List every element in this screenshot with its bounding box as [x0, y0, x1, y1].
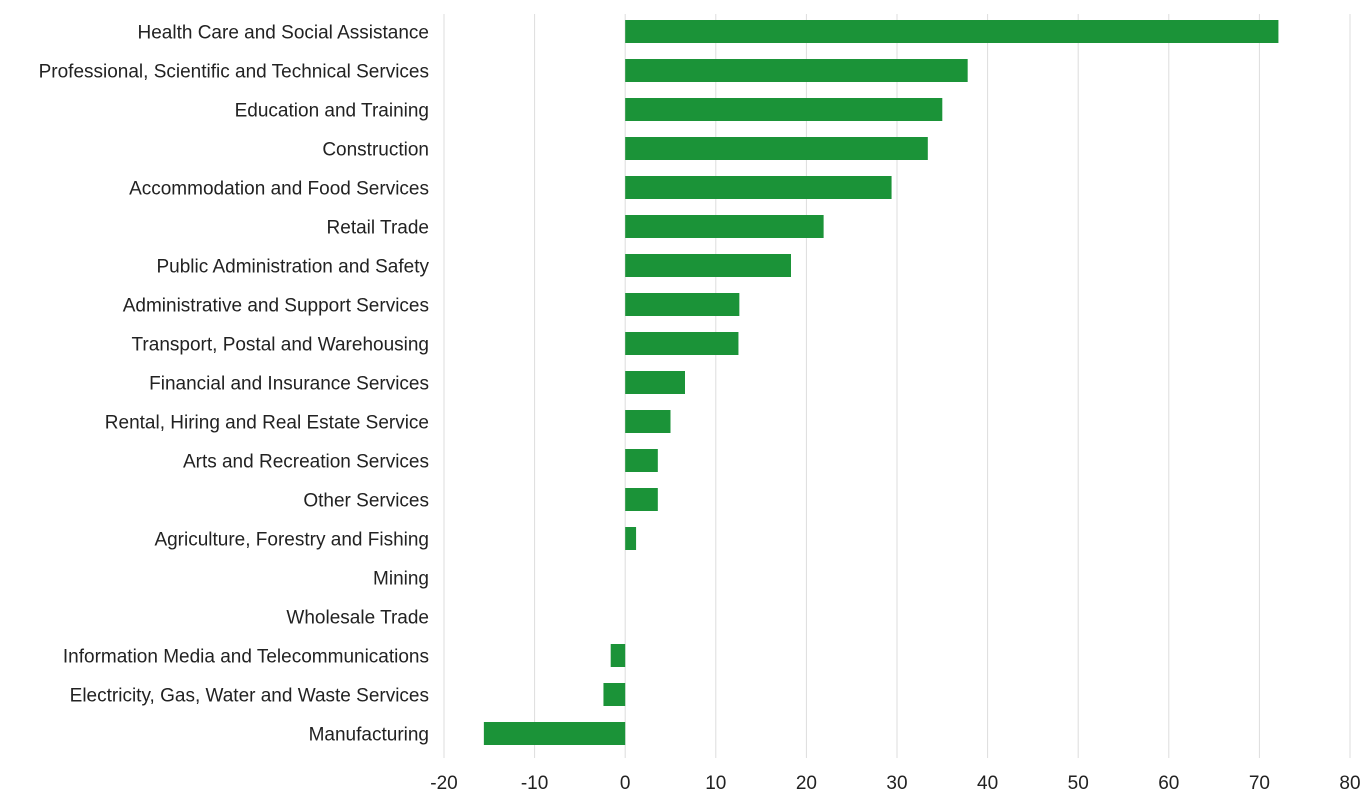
- bars: [483, 20, 1279, 745]
- bar: [625, 371, 685, 394]
- x-tick-label: 0: [620, 773, 631, 792]
- bar: [603, 683, 626, 706]
- category-label: Education and Training: [235, 101, 429, 122]
- x-tick-label: 40: [977, 773, 998, 792]
- category-label: Electricity, Gas, Water and Waste Servic…: [70, 686, 429, 707]
- bar: [625, 59, 968, 82]
- bar: [625, 98, 943, 121]
- x-tick-label: 80: [1339, 773, 1360, 792]
- category-label: Agriculture, Forestry and Fishing: [154, 530, 429, 551]
- category-label: Professional, Scientific and Technical S…: [39, 62, 429, 83]
- category-label: Accommodation and Food Services: [129, 179, 429, 200]
- bar: [625, 449, 658, 472]
- x-tick-label: -20: [430, 773, 457, 792]
- bar: [625, 254, 791, 277]
- bar: [625, 527, 637, 550]
- category-label: Construction: [322, 140, 429, 161]
- bar: [625, 293, 740, 316]
- x-tick-label: 50: [1068, 773, 1089, 792]
- bar: [483, 722, 626, 745]
- x-axis-tick-labels: -20 -10 0 10 20 30 40 50 60 70 80: [430, 773, 1360, 792]
- bar: [610, 644, 626, 667]
- category-label: Public Administration and Safety: [157, 257, 430, 278]
- category-labels: Health Care and Social Assistance Profess…: [39, 23, 430, 746]
- x-tick-label: 60: [1158, 773, 1179, 792]
- bar: [625, 20, 1279, 43]
- bar: [625, 215, 824, 238]
- category-label: Rental, Hiring and Real Estate Service: [105, 413, 429, 434]
- bar: [625, 176, 892, 199]
- category-label: Other Services: [303, 491, 429, 512]
- category-label: Administrative and Support Services: [123, 296, 429, 317]
- x-tick-label: 20: [796, 773, 817, 792]
- category-label: Arts and Recreation Services: [183, 452, 429, 473]
- bar: [625, 410, 671, 433]
- grid-lines: [443, 14, 1351, 758]
- category-label: Manufacturing: [309, 725, 429, 746]
- x-tick-label: 70: [1249, 773, 1270, 792]
- category-label: Information Media and Telecommunications: [63, 647, 429, 668]
- category-label: Wholesale Trade: [286, 608, 429, 629]
- category-label: Health Care and Social Assistance: [138, 23, 430, 44]
- x-tick-label: -10: [521, 773, 548, 792]
- category-label: Financial and Insurance Services: [149, 374, 429, 395]
- category-label: Retail Trade: [327, 218, 429, 239]
- x-tick-label: 30: [886, 773, 907, 792]
- bar: [625, 488, 658, 511]
- bar: [625, 137, 928, 160]
- category-label: Transport, Postal and Warehousing: [132, 335, 429, 356]
- bar: [625, 332, 739, 355]
- x-tick-label: 10: [705, 773, 726, 792]
- category-label: Mining: [373, 569, 429, 590]
